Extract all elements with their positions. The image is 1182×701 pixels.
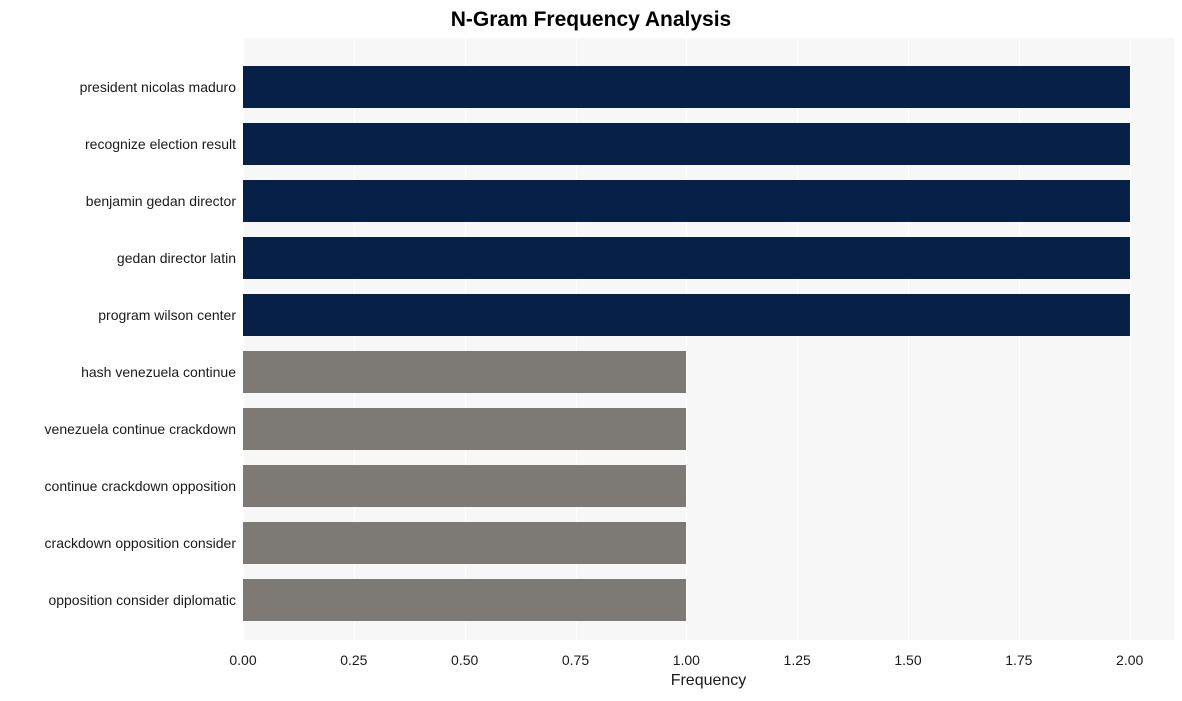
bar-row bbox=[243, 237, 1130, 279]
y-tick-label: president nicolas maduro bbox=[0, 79, 236, 95]
bar bbox=[243, 408, 686, 450]
x-tick-label: 2.00 bbox=[1116, 652, 1143, 668]
x-tick-label: 1.00 bbox=[673, 652, 700, 668]
bar bbox=[243, 66, 1130, 108]
y-tick-label: gedan director latin bbox=[0, 250, 236, 266]
bar-row bbox=[243, 465, 686, 507]
y-tick-label: venezuela continue crackdown bbox=[0, 421, 236, 437]
plot-area bbox=[243, 38, 1174, 640]
x-tick-label: 1.50 bbox=[894, 652, 921, 668]
bar-row bbox=[243, 522, 686, 564]
bar bbox=[243, 579, 686, 621]
ngram-chart: N-Gram Frequency Analysis Frequency 0.00… bbox=[0, 0, 1182, 701]
y-tick-label: crackdown opposition consider bbox=[0, 535, 236, 551]
x-tick-label: 0.75 bbox=[562, 652, 589, 668]
bar-row bbox=[243, 123, 1130, 165]
bar bbox=[243, 180, 1130, 222]
bar-row bbox=[243, 294, 1130, 336]
bar-row bbox=[243, 579, 686, 621]
y-tick-label: opposition consider diplomatic bbox=[0, 592, 236, 608]
bar bbox=[243, 465, 686, 507]
bar-row bbox=[243, 408, 686, 450]
x-tick-label: 0.00 bbox=[229, 652, 256, 668]
bar bbox=[243, 237, 1130, 279]
bar bbox=[243, 522, 686, 564]
bar bbox=[243, 351, 686, 393]
bar-row bbox=[243, 351, 686, 393]
bar-row bbox=[243, 180, 1130, 222]
x-tick-label: 0.50 bbox=[451, 652, 478, 668]
x-tick-label: 1.75 bbox=[1005, 652, 1032, 668]
y-tick-label: benjamin gedan director bbox=[0, 193, 236, 209]
bar bbox=[243, 294, 1130, 336]
y-tick-label: recognize election result bbox=[0, 136, 236, 152]
y-tick-label: hash venezuela continue bbox=[0, 364, 236, 380]
y-tick-label: program wilson center bbox=[0, 307, 236, 323]
bar bbox=[243, 123, 1130, 165]
x-tick-label: 0.25 bbox=[340, 652, 367, 668]
y-tick-label: continue crackdown opposition bbox=[0, 478, 236, 494]
bar-row bbox=[243, 66, 1130, 108]
x-tick-label: 1.25 bbox=[784, 652, 811, 668]
gridline bbox=[1130, 38, 1131, 640]
chart-title: N-Gram Frequency Analysis bbox=[0, 8, 1182, 32]
x-axis-label: Frequency bbox=[243, 672, 1174, 690]
